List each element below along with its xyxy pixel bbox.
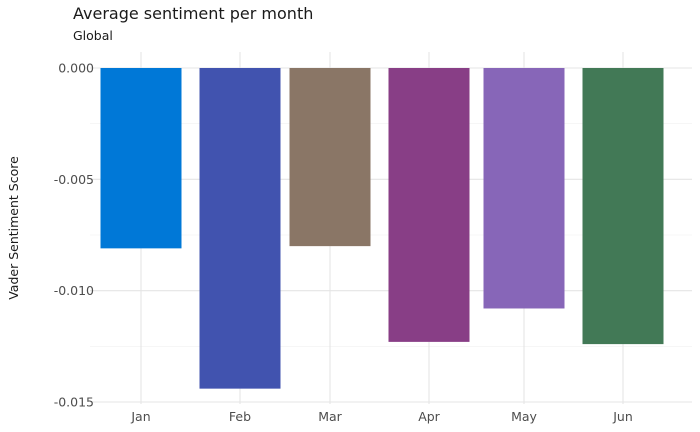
- bar-jun: [582, 68, 664, 345]
- bar-feb: [199, 68, 281, 389]
- chart-subtitle: Global: [73, 28, 113, 43]
- bar-jan: [100, 68, 182, 249]
- x-tick-label-jan: Jan: [130, 409, 150, 424]
- y-tick-label: 0.000: [58, 61, 94, 76]
- y-tick-label: -0.005: [54, 172, 94, 187]
- x-tick-label-apr: Apr: [418, 409, 440, 424]
- x-tick-label-mar: Mar: [318, 409, 342, 424]
- x-tick-label-jun: Jun: [612, 409, 633, 424]
- bar-may: [483, 68, 565, 309]
- x-axis-ticks: Jan Feb Mar Apr May Jun: [130, 409, 632, 424]
- y-axis-label: Vader Sentiment Score: [6, 156, 21, 300]
- bar-apr: [388, 68, 470, 342]
- y-tick-label: -0.010: [54, 283, 94, 298]
- bar-mar: [289, 68, 371, 247]
- y-tick-label: -0.015: [54, 395, 94, 410]
- bars: [100, 68, 664, 389]
- chart-title: Average sentiment per month: [73, 4, 314, 23]
- x-tick-label-may: May: [511, 409, 537, 424]
- x-tick-label-feb: Feb: [229, 409, 251, 424]
- y-axis-ticks: 0.000 -0.005 -0.010 -0.015: [54, 61, 94, 410]
